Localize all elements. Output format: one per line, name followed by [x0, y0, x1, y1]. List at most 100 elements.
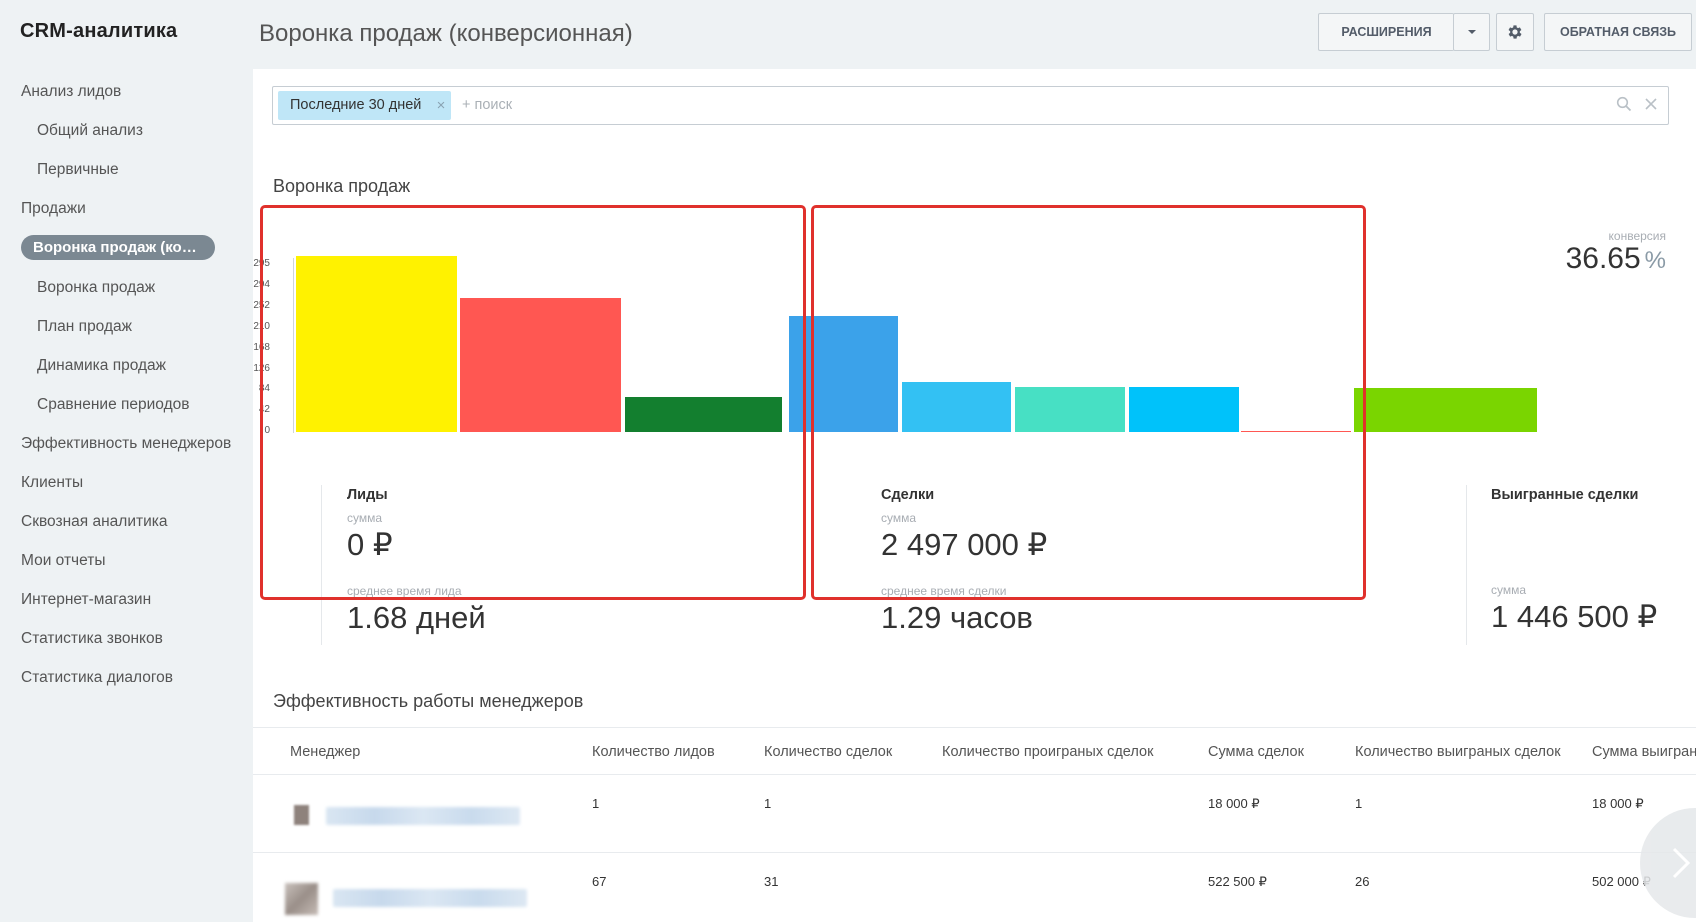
app-title: CRM-аналитика — [20, 20, 178, 42]
col-header-leads[interactable]: Количество лидов — [592, 744, 715, 760]
feedback-button[interactable]: ОБРАТНАЯ СВЯЗЬ — [1544, 13, 1692, 51]
deals-sum-value: 2 497 000 ₽ — [881, 527, 1048, 562]
won-sum-value: 1 446 500 ₽ — [1491, 599, 1658, 634]
sidebar-item-manager-efficiency[interactable]: Эффективность менеджеров — [21, 435, 232, 452]
filter-bar[interactable]: Последние 30 дней × — [272, 86, 1669, 125]
funnel-bar[interactable] — [460, 298, 621, 432]
funnel-bar[interactable] — [1015, 386, 1125, 432]
sidebar-item-primary[interactable]: Первичные — [37, 161, 119, 178]
sidebar: CRM-аналитика Анализ лидов Общий анализ … — [0, 0, 253, 922]
sidebar-item-dialog-stats[interactable]: Статистика диалогов — [21, 669, 174, 686]
cell-won: 26 — [1355, 874, 1370, 889]
col-header-manager[interactable]: Менеджер — [290, 744, 361, 760]
table-header-row: Менеджер Количество лидов Количество сде… — [253, 727, 1696, 775]
conversion-unit: % — [1644, 247, 1666, 274]
funnel-chart: 0 42 84 126 168 210 252 294 295 Лиды сумма 0 ₽ с… — [253, 200, 1696, 660]
cell-won-sum: 502 000 ₽ — [1592, 874, 1651, 889]
chevron-right-icon — [1672, 847, 1691, 879]
y-tick-label: 295 — [253, 258, 270, 269]
col-header-deals[interactable]: Количество сделок — [764, 744, 893, 760]
cell-won: 1 — [1355, 796, 1363, 811]
close-icon[interactable]: × — [436, 97, 446, 114]
filter-tag-label: Последние 30 дней — [290, 97, 422, 113]
y-tick-label: 0 — [264, 425, 270, 436]
sidebar-item-period-comparison[interactable]: Сравнение периодов — [37, 396, 190, 413]
y-tick-label: 168 — [253, 342, 270, 353]
content-panel — [253, 69, 1696, 922]
col-header-lost-deals[interactable]: Количество проиграных сделок — [942, 744, 1154, 760]
funnel-bar[interactable] — [625, 397, 782, 432]
managers-section-title: Эффективность работы менеджеров — [273, 691, 584, 711]
conversion-label: конверсия — [1608, 229, 1666, 243]
leads-sum-value: 0 ₽ — [347, 527, 393, 562]
funnel-bar[interactable] — [902, 382, 1011, 432]
sidebar-item-end-to-end-analytics[interactable]: Сквозная аналитика — [21, 513, 168, 530]
conversion-value: 36.65 — [1565, 242, 1641, 275]
deals-sum-label: сумма — [881, 511, 917, 525]
deals-time-label: среднее время сделки — [881, 584, 1007, 598]
won-divider — [1466, 485, 1467, 645]
col-header-won-sum[interactable]: Сумма выиграных сделок — [1592, 744, 1696, 760]
table-row[interactable]: 1 1 18 000 ₽ 1 18 000 ₽ — [253, 775, 1696, 853]
leads-time-label: среднее время лида — [347, 584, 462, 598]
funnel-bar[interactable] — [1241, 430, 1351, 432]
col-header-deals-sum[interactable]: Сумма сделок — [1208, 744, 1304, 760]
cell-deals: 1 — [764, 796, 772, 811]
y-tick-label: 294 — [253, 279, 270, 290]
cell-deals: 31 — [764, 874, 779, 889]
funnel-bar[interactable] — [1354, 388, 1537, 432]
extensions-button[interactable]: РАСШИРЕНИЯ — [1318, 13, 1454, 51]
deals-title: Сделки — [881, 487, 935, 503]
sidebar-item-call-stats[interactable]: Статистика звонков — [21, 630, 163, 647]
y-tick-label: 210 — [253, 321, 270, 332]
leads-divider — [321, 485, 322, 645]
cell-won-sum: 18 000 ₽ — [1592, 796, 1644, 811]
table-row[interactable]: 67 31 522 500 ₽ 26 502 000 ₽ — [253, 853, 1696, 922]
page-title: Воронка продаж (конверсионная) — [259, 20, 633, 47]
cell-sum: 522 500 ₽ — [1208, 874, 1267, 889]
sidebar-item-online-store[interactable]: Интернет-магазин — [21, 591, 152, 608]
col-header-won-deals[interactable]: Количество выиграных сделок — [1355, 744, 1561, 760]
leads-title: Лиды — [347, 487, 388, 503]
conversion-value-wrap: 36.65% — [1566, 242, 1666, 276]
sidebar-item-sales-plan[interactable]: План продаж — [37, 318, 132, 335]
sidebar-item-active-label: Воронка продаж (конверсионная) — [21, 235, 215, 261]
funnel-bar[interactable] — [1129, 386, 1239, 432]
avatar — [285, 883, 318, 915]
leads-time-value: 1.68 дней — [347, 600, 486, 635]
settings-button[interactable] — [1496, 13, 1534, 51]
manager-name-blurred[interactable] — [326, 807, 520, 825]
manager-name-blurred[interactable] — [333, 889, 527, 907]
clear-icon[interactable] — [1644, 97, 1658, 111]
sidebar-item-my-reports[interactable]: Мои отчеты — [21, 552, 106, 569]
funnel-bar[interactable] — [296, 256, 457, 432]
funnel-section-title: Воронка продаж — [273, 176, 411, 196]
deals-time-value: 1.29 часов — [881, 600, 1033, 635]
avatar — [294, 805, 309, 825]
y-tick-label: 84 — [258, 383, 270, 394]
filter-tag[interactable]: Последние 30 дней × — [278, 91, 452, 120]
sidebar-item-leads-analysis[interactable]: Анализ лидов — [21, 83, 122, 100]
y-tick-label: 126 — [253, 363, 270, 374]
sidebar-item-conversion-funnel[interactable]: Воронка продаж (конверсионная) — [0, 228, 253, 268]
gear-icon — [1508, 25, 1522, 39]
y-tick-label: 252 — [253, 300, 270, 311]
sidebar-item-sales[interactable]: Продажи — [21, 200, 86, 217]
sidebar-item-sales-dynamics[interactable]: Динамика продаж — [37, 357, 167, 374]
search-icon[interactable] — [1616, 96, 1632, 112]
cell-leads: 67 — [592, 874, 607, 889]
y-tick-label: 42 — [258, 404, 270, 415]
cell-sum: 18 000 ₽ — [1208, 796, 1260, 811]
sidebar-item-general-analysis[interactable]: Общий анализ — [37, 122, 143, 139]
won-title: Выигранные сделки — [1491, 487, 1639, 503]
won-sum-label: сумма — [1491, 583, 1527, 597]
funnel-bar[interactable] — [789, 316, 898, 432]
y-axis-line — [293, 258, 294, 433]
sidebar-item-sales-funnel[interactable]: Воронка продаж — [37, 279, 156, 296]
sidebar-item-clients[interactable]: Клиенты — [21, 474, 84, 491]
cell-leads: 1 — [592, 796, 600, 811]
search-input[interactable] — [462, 87, 1562, 124]
leads-sum-label: сумма — [347, 511, 383, 525]
sidebar-nav: Анализ лидов Общий анализ Первичные Прод… — [0, 72, 253, 697]
chevron-down-icon[interactable] — [1453, 13, 1490, 51]
